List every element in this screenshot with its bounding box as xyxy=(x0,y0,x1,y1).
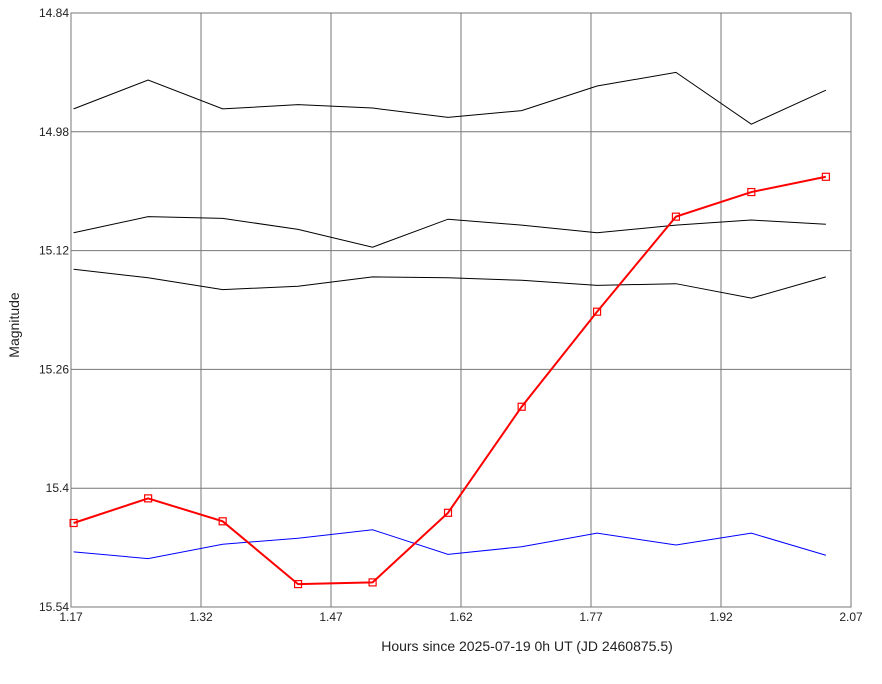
y-axis-title: Magnitude xyxy=(6,292,22,358)
y-tick-label: 15.26 xyxy=(39,362,69,376)
y-tick-label: 14.84 xyxy=(39,6,69,20)
series-line xyxy=(73,529,827,560)
y-tick-label: 15.4 xyxy=(46,481,70,495)
y-tick-label: 15.54 xyxy=(39,600,69,614)
x-tick-label: 1.92 xyxy=(709,610,733,624)
y-tick-label: 15.12 xyxy=(39,244,69,258)
x-tick-label: 2.07 xyxy=(839,610,863,624)
point-marker xyxy=(592,307,602,316)
point-marker xyxy=(368,578,377,587)
point-marker xyxy=(443,508,453,517)
series-line xyxy=(73,216,826,248)
point-marker xyxy=(821,172,830,181)
point-marker xyxy=(517,402,526,411)
x-tick-label: 1.77 xyxy=(579,610,603,624)
point-marker xyxy=(747,187,756,197)
point-marker xyxy=(293,579,303,589)
x-tick-label: 1.47 xyxy=(319,610,343,624)
x-tick-label: 1.17 xyxy=(59,610,83,624)
series-line xyxy=(73,268,827,299)
series-line xyxy=(73,175,827,586)
x-tick-label: 1.62 xyxy=(449,610,473,624)
point-marker xyxy=(69,518,78,528)
point-marker xyxy=(671,212,681,221)
y-tick-label: 14.98 xyxy=(39,125,69,139)
point-marker xyxy=(218,517,227,526)
point-marker xyxy=(144,494,153,503)
series-line xyxy=(73,71,827,125)
x-tick-label: 1.32 xyxy=(189,610,213,624)
x-axis-title: Hours since 2025-07-19 0h UT (JD 2460875… xyxy=(381,638,673,654)
